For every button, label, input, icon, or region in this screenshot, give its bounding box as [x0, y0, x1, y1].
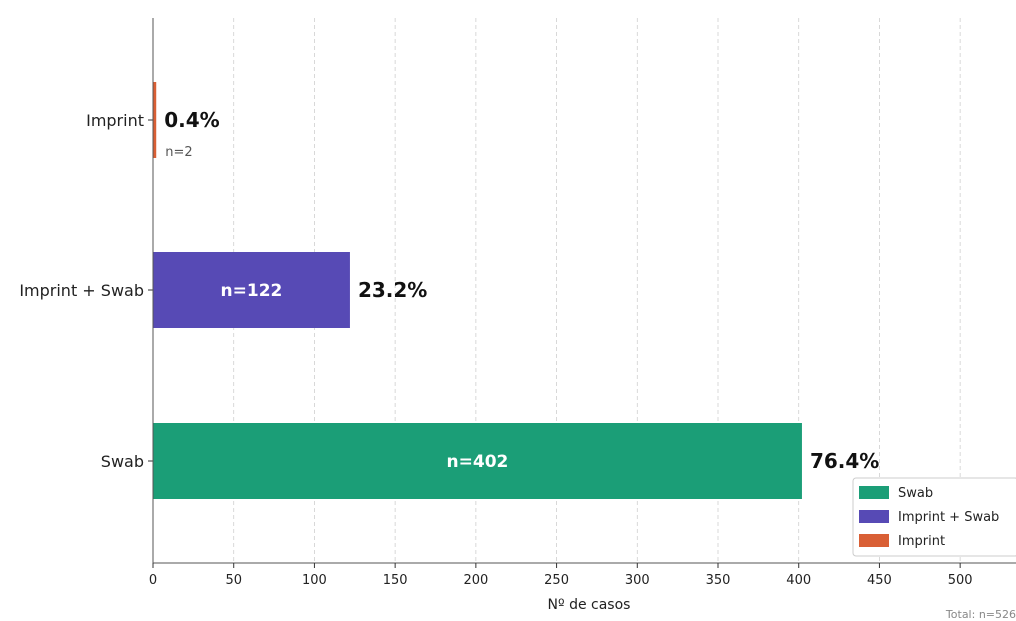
x-tick-label: 350 [706, 573, 731, 588]
x-tick-label: 200 [463, 573, 488, 588]
percent-label: 76.4% [810, 449, 879, 473]
x-tick-label: 100 [302, 573, 327, 588]
x-tick-label: 0 [149, 573, 157, 588]
x-tick-label: 500 [948, 573, 973, 588]
count-label: n=122 [221, 281, 283, 301]
count-label: n=402 [447, 452, 509, 472]
x-tick-label: 50 [225, 573, 242, 588]
bar-imprint [153, 82, 157, 158]
bar-labels: 76.4% n=402 23.2% n=122 0.4% n=2 [164, 108, 879, 473]
percent-label: 0.4% [164, 108, 219, 132]
legend-label: Imprint [898, 534, 945, 549]
x-tick-label: 450 [867, 573, 892, 588]
x-axis-label: Nº de casos [548, 597, 631, 613]
legend: Swab Imprint + Swab Imprint [852, 477, 1016, 557]
legend-label: Swab [898, 486, 933, 501]
percent-label: 23.2% [358, 278, 427, 302]
y-tick-label: Imprint [86, 111, 144, 130]
count-label: n=2 [165, 145, 192, 160]
legend-label: Imprint + Swab [898, 510, 999, 525]
y-tick-label: Swab [101, 452, 144, 471]
x-tick-label: 400 [786, 573, 811, 588]
x-tick-label: 300 [625, 573, 650, 588]
legend-frame [852, 477, 1016, 557]
axes: Swab Imprint + Swab Imprint 0 50 100 150 200 250… [19, 18, 1016, 588]
legend-swatch [859, 510, 889, 523]
bar-imprint-swab [153, 252, 350, 328]
x-tick-label: 150 [383, 573, 408, 588]
total-note: Total: n=526 [945, 608, 1016, 621]
x-tick-label: 250 [544, 573, 569, 588]
legend-swatch [859, 534, 889, 547]
y-tick-label: Imprint + Swab [19, 281, 144, 300]
bar-swab [153, 423, 802, 499]
bars [153, 82, 802, 499]
legend-swatch [859, 486, 889, 499]
